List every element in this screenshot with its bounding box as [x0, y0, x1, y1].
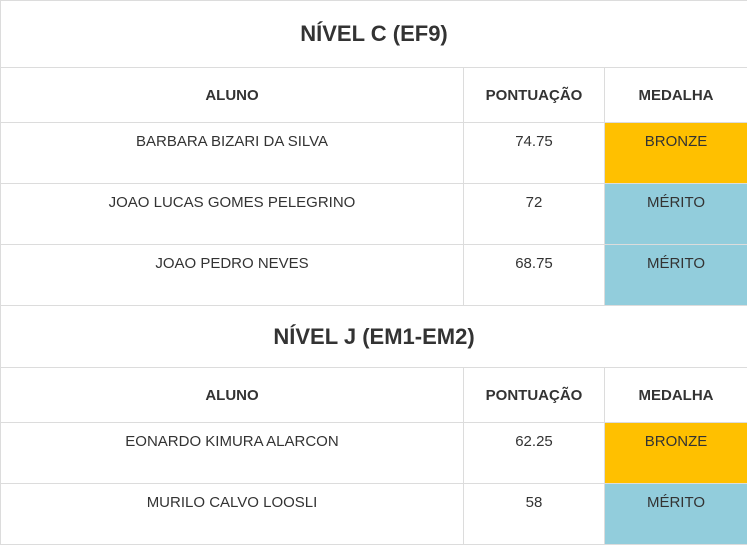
medal-badge: MÉRITO [605, 245, 747, 306]
student-score: 62.25 [464, 423, 605, 484]
medal-badge: BRONZE [605, 123, 747, 184]
header-aluno: ALUNO [1, 368, 464, 423]
medal-badge: BRONZE [605, 423, 747, 484]
medal-badge: MÉRITO [605, 184, 747, 245]
student-score: 58 [464, 484, 605, 545]
header-row: ALUNO PONTUAÇÃO MEDALHA [1, 368, 747, 423]
student-name: EONARDO KIMURA ALARCON [1, 423, 464, 484]
table-row: EONARDO KIMURA ALARCON 62.25 BRONZE [1, 423, 747, 484]
section-title-row: NÍVEL C (EF9) [1, 1, 747, 68]
section-title: NÍVEL J (EM1-EM2) [1, 306, 747, 368]
student-name: JOAO LUCAS GOMES PELEGRINO [1, 184, 464, 245]
table-row: JOAO LUCAS GOMES PELEGRINO 72 MÉRITO [1, 184, 747, 245]
header-medalha: MEDALHA [605, 368, 747, 423]
section-title-row: NÍVEL J (EM1-EM2) [1, 306, 747, 368]
student-name: JOAO PEDRO NEVES [1, 245, 464, 306]
student-score: 72 [464, 184, 605, 245]
header-medalha: MEDALHA [605, 68, 747, 123]
header-pontuacao: PONTUAÇÃO [464, 368, 605, 423]
medal-badge: MÉRITO [605, 484, 747, 545]
header-row: ALUNO PONTUAÇÃO MEDALHA [1, 68, 747, 123]
student-score: 68.75 [464, 245, 605, 306]
table-row: MURILO CALVO LOOSLI 58 MÉRITO [1, 484, 747, 545]
header-aluno: ALUNO [1, 68, 464, 123]
student-name: BARBARA BIZARI DA SILVA [1, 123, 464, 184]
student-score: 74.75 [464, 123, 605, 184]
student-name: MURILO CALVO LOOSLI [1, 484, 464, 545]
header-pontuacao: PONTUAÇÃO [464, 68, 605, 123]
table-row: JOAO PEDRO NEVES 68.75 MÉRITO [1, 245, 747, 306]
section-title: NÍVEL C (EF9) [1, 1, 747, 68]
table-row: BARBARA BIZARI DA SILVA 74.75 BRONZE [1, 123, 747, 184]
